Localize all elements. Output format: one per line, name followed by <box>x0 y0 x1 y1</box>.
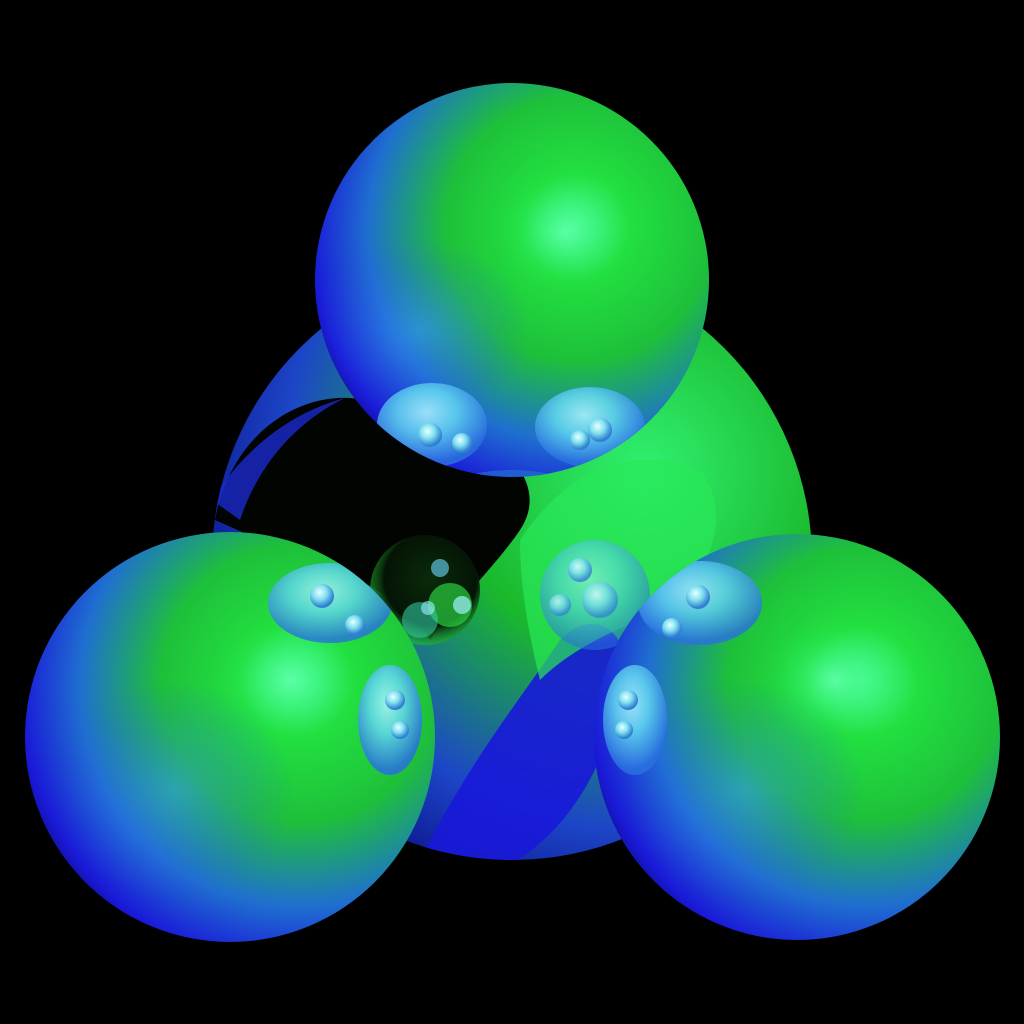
top-sphere <box>315 83 709 477</box>
left-sphere <box>25 532 435 942</box>
right-sphere-reflection-left <box>603 665 667 775</box>
left-sphere-reflection-right <box>358 665 422 775</box>
right-sphere <box>594 534 1000 940</box>
